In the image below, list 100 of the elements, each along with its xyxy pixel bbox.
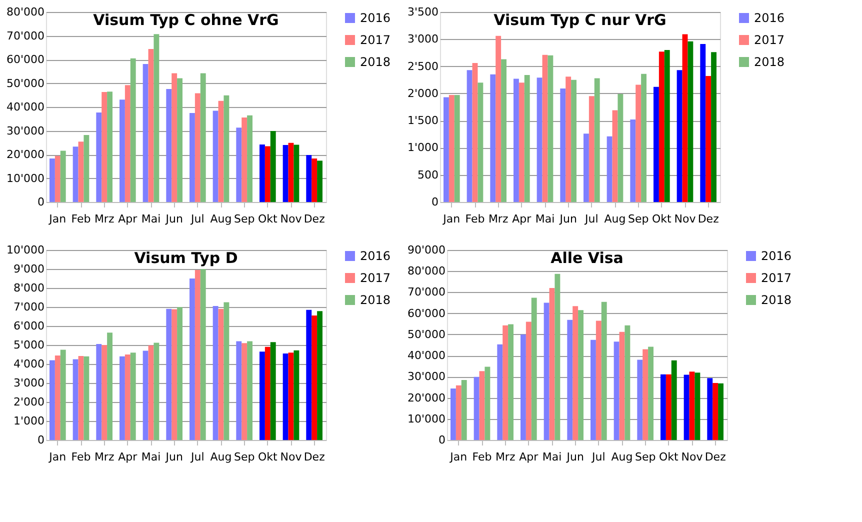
bar	[588, 96, 594, 202]
y-tick-label: 70'000	[6, 29, 44, 42]
bar	[60, 350, 66, 440]
y-tick-label: 0	[432, 196, 438, 208]
y-tick-label: 40'000	[6, 100, 44, 114]
bar	[501, 59, 506, 202]
y-tick-label: 10'000	[407, 412, 446, 426]
bar	[612, 110, 618, 202]
bar	[84, 135, 90, 202]
x-tick-label: Mrz	[94, 212, 114, 226]
x-tick-label: Aug	[604, 212, 626, 226]
x-tick-label: Okt	[652, 212, 672, 226]
x-tick-label: Jan	[48, 450, 66, 464]
y-tick-label: 60'000	[407, 306, 446, 320]
x-tick-label: Dez	[304, 212, 326, 226]
bar	[130, 58, 136, 202]
x-tick-label: Jan	[442, 212, 460, 226]
bar	[224, 302, 230, 440]
chart-title: Visum Typ C nur VrG	[494, 11, 666, 29]
bar	[247, 115, 252, 202]
x-tick-label: Sep	[634, 450, 656, 464]
bar	[242, 343, 248, 440]
x-tick-label: Jun	[164, 450, 183, 464]
bar	[247, 341, 252, 440]
y-tick-label: 1'000	[13, 414, 44, 428]
x-tick-label: Jul	[584, 212, 598, 226]
bar	[618, 94, 624, 202]
bar	[288, 352, 294, 440]
bar	[531, 298, 537, 440]
bar	[50, 158, 55, 202]
bar	[548, 55, 554, 202]
bar	[456, 385, 462, 440]
bar	[270, 130, 276, 202]
bar	[536, 78, 542, 202]
x-tick-label: Jun	[558, 212, 577, 226]
bar	[624, 325, 630, 440]
bar	[606, 136, 612, 202]
bar	[578, 310, 584, 440]
y-tick-label: 500	[418, 168, 438, 182]
x-tick-label: Apr	[118, 450, 138, 464]
bar	[142, 350, 148, 440]
legend-label: 2016	[360, 11, 391, 25]
legend-label: 2018	[761, 293, 792, 307]
bar	[312, 158, 318, 202]
bar	[172, 309, 178, 440]
bar	[490, 74, 496, 202]
bar	[124, 354, 130, 440]
x-tick-label: Mai	[141, 212, 161, 226]
bar	[54, 156, 60, 202]
legend-label: 2017	[360, 33, 391, 47]
bar	[142, 64, 148, 202]
bar	[194, 93, 200, 202]
x-tick-label: Mai	[535, 212, 555, 226]
bar	[560, 88, 566, 202]
bar	[148, 49, 154, 202]
x-tick-label: Okt	[258, 450, 278, 464]
bar	[664, 50, 670, 202]
x-tick-label: Mrz	[488, 212, 508, 226]
bar	[700, 44, 706, 202]
x-tick-label: Aug	[611, 450, 633, 464]
bar	[641, 74, 646, 202]
y-tick-label: 9'000	[13, 262, 44, 276]
bar	[497, 344, 503, 440]
bar	[614, 342, 620, 440]
bar	[671, 360, 677, 440]
chart-title: Alle Visa	[550, 249, 624, 267]
bar	[474, 376, 480, 440]
bar	[630, 119, 636, 202]
bar	[218, 100, 224, 202]
bar	[50, 360, 55, 440]
bar	[567, 320, 573, 440]
bar	[306, 310, 312, 440]
x-tick-label: Jun	[164, 212, 183, 226]
x-tick-label: Jan	[48, 212, 66, 226]
bar	[658, 52, 664, 202]
bar	[72, 359, 78, 440]
x-tick-label: Okt	[258, 212, 278, 226]
bar	[218, 308, 224, 440]
x-tick-label: Sep	[628, 212, 649, 226]
bar	[212, 306, 218, 440]
bar	[120, 100, 125, 202]
bar	[601, 302, 607, 440]
bar	[294, 350, 300, 440]
bar	[514, 78, 519, 202]
x-tick-label: Nov	[280, 450, 302, 464]
chart-title: Visum Typ C ohne VrG	[93, 11, 279, 29]
chart-title: Visum Typ D	[134, 249, 238, 267]
y-tick-label: 6'000	[13, 320, 44, 332]
bar	[200, 73, 206, 202]
bar	[72, 146, 78, 202]
bar	[689, 372, 695, 440]
bar	[154, 342, 160, 440]
x-tick-label: Feb	[465, 212, 485, 226]
bar	[107, 92, 112, 202]
x-tick-label: Apr	[512, 212, 532, 226]
y-tick-label: 50'000	[6, 76, 44, 90]
bar	[260, 144, 265, 202]
bar	[306, 154, 312, 202]
bar	[712, 383, 718, 440]
bar	[496, 36, 502, 202]
